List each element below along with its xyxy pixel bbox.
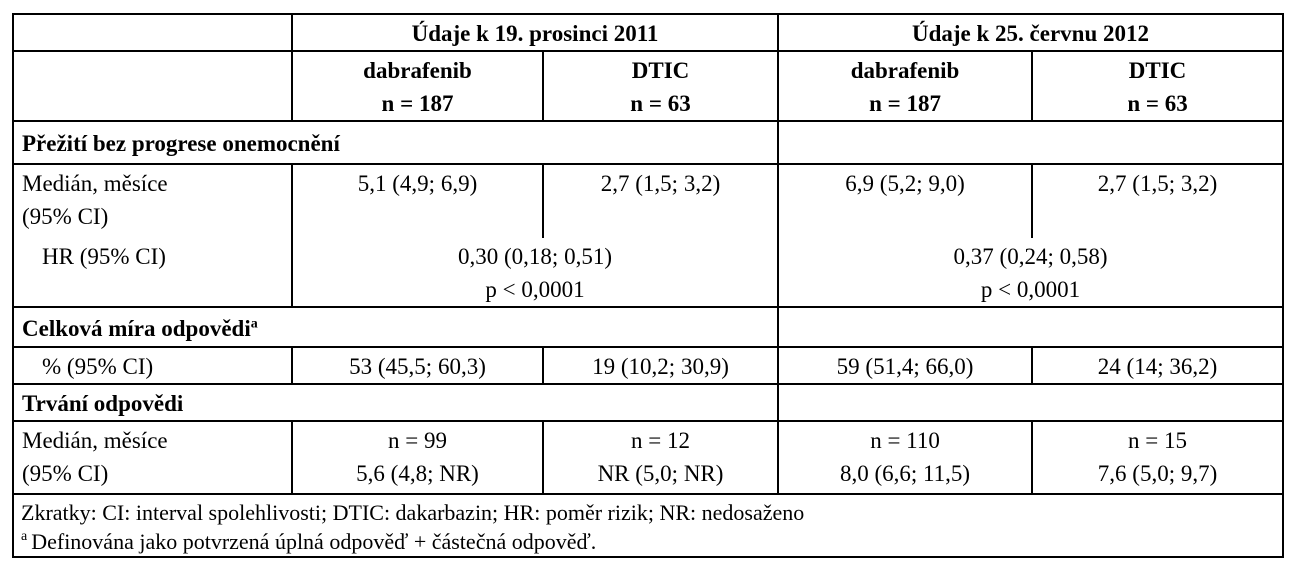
footnote-a: a Definována jako potvrzená úplná odpověď…: [21, 527, 1278, 556]
label-line2: (95% CI): [22, 461, 109, 486]
section-title-orr: Celková míra odpovědia: [11, 306, 780, 348]
pfs-median-row: Medián, měsíce (95% CI) 5,1 (4,9; 6,9) 2…: [12, 163, 1285, 238]
empty-cell: [777, 383, 1285, 422]
footnote-a-text: Definována jako potvrzená úplná odpověď …: [31, 528, 597, 554]
label-line2: (95% CI): [22, 204, 109, 229]
empty-cell: [12, 50, 293, 122]
footnotes-row: Zkratky: CI: interval spolehlivosti; DTI…: [11, 493, 1285, 558]
hr-value: 0,30 (0,18; 0,51): [458, 244, 612, 269]
arm-n: n = 63: [1127, 91, 1188, 116]
pfs-median-dabrafenib-2012: 6,9 (5,2; 9,0): [777, 163, 1034, 238]
arm-header-dtic-2012: DTIC n = 63: [1031, 50, 1285, 122]
arm-drug: DTIC: [1128, 58, 1187, 83]
arm-header-dabrafenib-2011: dabrafenib n = 187: [291, 50, 544, 122]
label-line1: Medián, měsíce: [22, 428, 168, 453]
dor-median-label: Medián, měsíce (95% CI): [12, 420, 293, 495]
column-group-2012: Údaje k 25. červnu 2012: [777, 13, 1285, 52]
corner-empty-cell: [12, 13, 293, 52]
pfs-median-dtic-2011: 2,7 (1,5; 3,2): [541, 163, 780, 238]
arm-header-dtic-2011: DTIC n = 63: [541, 50, 780, 122]
pfs-median-label: Medián, měsíce (95% CI): [12, 163, 293, 238]
orr-percent-label: % (95% CI): [12, 346, 293, 385]
section-title-text: Celková míra odpovědi: [22, 315, 251, 341]
empty-cell: [777, 306, 1285, 348]
orr-dtic-2012: 24 (14; 36,2): [1031, 346, 1285, 385]
pfs-median-dabrafenib-2011: 5,1 (4,9; 6,9): [291, 163, 544, 238]
dor-value: 5,6 (4,8; NR): [356, 461, 479, 486]
arm-n: n = 187: [381, 91, 454, 116]
dor-value: 8,0 (6,6; 11,5): [839, 461, 971, 486]
section-row-pfs: Přežití bez progrese onemocnění: [11, 120, 1285, 165]
dor-dabrafenib-2011: n = 99 5,6 (4,8; NR): [291, 420, 544, 495]
footnote-marker-a: a: [250, 315, 258, 331]
header-row-arms: dabrafenib n = 187 DTIC n = 63 dabrafeni…: [12, 50, 1285, 122]
pfs-hr-2012: 0,37 (0,24; 0,58) p < 0,0001: [777, 238, 1285, 308]
dor-dabrafenib-2012: n = 110 8,0 (6,6; 11,5): [777, 420, 1034, 495]
pfs-hr-row: HR (95% CI) 0,30 (0,18; 0,51) p < 0,0001…: [12, 238, 1285, 308]
dor-dtic-2011: n = 12 NR (5,0; NR): [541, 420, 780, 495]
orr-dabrafenib-2012: 59 (51,4; 66,0): [777, 346, 1034, 385]
footnotes-cell: Zkratky: CI: interval spolehlivosti; DTI…: [11, 493, 1285, 558]
arm-n: n = 63: [630, 91, 691, 116]
arm-drug: dabrafenib: [363, 58, 472, 83]
efficacy-results-table: Údaje k 19. prosinci 2011 Údaje k 25. če…: [11, 13, 1285, 558]
hr-value: 0,37 (0,24; 0,58): [953, 244, 1108, 269]
dor-n: n = 99: [388, 428, 447, 453]
dor-median-row: Medián, měsíce (95% CI) n = 99 5,6 (4,8;…: [12, 420, 1285, 495]
label-line1: Medián, měsíce: [22, 171, 168, 196]
footnote-a-marker: a: [21, 529, 28, 545]
dor-value: NR (5,0; NR): [597, 461, 724, 486]
orr-dtic-2011: 19 (10,2; 30,9): [541, 346, 780, 385]
section-row-orr: Celková míra odpovědia: [11, 306, 1285, 348]
dor-value: 7,6 (5,0; 9,7): [1097, 461, 1218, 486]
p-value: p < 0,0001: [485, 277, 585, 302]
pfs-hr-label: HR (95% CI): [12, 238, 293, 308]
dor-n: n = 12: [631, 428, 690, 453]
orr-percent-row: % (95% CI) 53 (45,5; 60,3) 19 (10,2; 30,…: [12, 346, 1285, 385]
section-row-dor: Trvání odpovědi: [11, 383, 1285, 422]
pfs-median-dtic-2012: 2,7 (1,5; 3,2): [1031, 163, 1285, 238]
abbreviations-note: Zkratky: CI: interval spolehlivosti; DTI…: [21, 499, 805, 525]
arm-header-dabrafenib-2012: dabrafenib n = 187: [777, 50, 1034, 122]
dor-n: n = 110: [870, 428, 940, 453]
dor-n: n = 15: [1128, 428, 1187, 453]
header-row-dates: Údaje k 19. prosinci 2011 Údaje k 25. če…: [12, 13, 1285, 52]
empty-cell: [777, 120, 1285, 165]
p-value: p < 0,0001: [980, 277, 1081, 302]
arm-n: n = 187: [869, 91, 941, 116]
dor-dtic-2012: n = 15 7,6 (5,0; 9,7): [1031, 420, 1285, 495]
column-group-2011: Údaje k 19. prosinci 2011: [290, 13, 780, 52]
section-title-pfs: Přežití bez progrese onemocnění: [11, 120, 780, 165]
orr-dabrafenib-2011: 53 (45,5; 60,3): [291, 346, 544, 385]
section-title-dor: Trvání odpovědi: [11, 383, 780, 422]
arm-drug: DTIC: [631, 58, 690, 83]
arm-drug: dabrafenib: [850, 58, 960, 83]
pfs-hr-2011: 0,30 (0,18; 0,51) p < 0,0001: [290, 238, 780, 308]
